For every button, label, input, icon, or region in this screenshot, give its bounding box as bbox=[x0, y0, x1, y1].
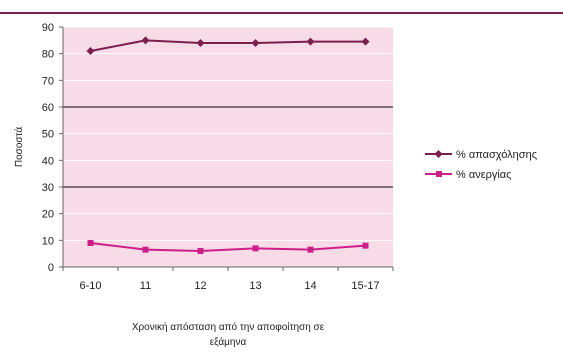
y-tick-label-8: 80 bbox=[42, 49, 54, 61]
series-group bbox=[86, 36, 370, 254]
series-line-1 bbox=[90, 242, 366, 253]
point-s0-4 bbox=[306, 37, 315, 46]
legend-label-employment: % απασχόλησης bbox=[456, 149, 537, 161]
point-s1-2 bbox=[197, 248, 204, 254]
y-tick-label-5: 50 bbox=[42, 129, 54, 141]
y-tick-label-2: 20 bbox=[42, 209, 54, 221]
x-tick-label-5: 15-17 bbox=[351, 280, 379, 292]
point-s0-5 bbox=[361, 37, 370, 46]
reference-lines bbox=[63, 106, 393, 188]
y-tick-label-0: 0 bbox=[48, 262, 54, 274]
x-tick-label-1: 11 bbox=[140, 280, 151, 292]
y-tick-label-7: 70 bbox=[42, 75, 54, 87]
x-tick-label-0: 6-10 bbox=[79, 280, 101, 292]
legend-label-unemployment: % ανεργίας bbox=[456, 169, 511, 181]
x-tick-label-2: 12 bbox=[194, 280, 206, 292]
point-s1-5 bbox=[362, 242, 369, 249]
plot-area bbox=[63, 27, 393, 267]
y-axis-title: Ποσοστά bbox=[13, 127, 25, 167]
x-tick-label-3: 13 bbox=[249, 280, 261, 292]
legend: % απασχόλησης % ανεργίας bbox=[425, 149, 537, 181]
x-axis-title-line2: εξάμηνα bbox=[210, 336, 247, 348]
y-tick-label-3: 30 bbox=[42, 182, 54, 194]
x-tick-label-4: 14 bbox=[304, 280, 316, 292]
y-tick-label-1: 10 bbox=[42, 235, 54, 247]
y-tick-label-4: 40 bbox=[42, 155, 54, 167]
legend-marker-unemployment bbox=[436, 171, 442, 177]
series-line-0 bbox=[90, 39, 366, 52]
legend-marker-employment bbox=[434, 150, 443, 158]
point-s0-3 bbox=[251, 39, 260, 47]
point-s1-3 bbox=[252, 245, 259, 252]
x-axis-title-line1: Χρονική απόσταση από την αποφοίτηση σε bbox=[132, 321, 325, 333]
y-tick-label-9: 90 bbox=[42, 22, 54, 34]
point-s0-0 bbox=[86, 47, 95, 55]
point-s1-0 bbox=[87, 240, 94, 246]
point-s1-4 bbox=[307, 246, 314, 253]
y-ticks: 0 10 20 30 40 50 60 70 80 90 bbox=[42, 22, 63, 274]
point-s1-1 bbox=[142, 246, 149, 253]
y-tick-label-6: 60 bbox=[42, 102, 54, 114]
point-s0-2 bbox=[196, 39, 205, 47]
point-s0-1 bbox=[141, 36, 150, 45]
x-ticks: 6-10 11 12 13 14 15-17 bbox=[62, 267, 394, 292]
